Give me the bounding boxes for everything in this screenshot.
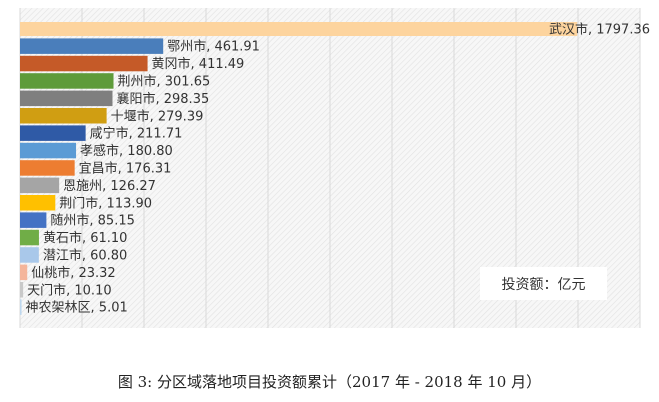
- data-label-9: 宜昌市, 176.31: [79, 160, 172, 176]
- bar-5: [20, 90, 113, 107]
- bar-13: [20, 229, 39, 246]
- bar-17: [20, 299, 22, 315]
- bar-7: [20, 125, 86, 141]
- data-label-16: 天门市, 10.10: [27, 282, 111, 298]
- data-label-4: 荆州市, 301.65: [118, 73, 211, 89]
- bar-3: [20, 55, 148, 72]
- data-label-14: 潜江市, 60.80: [43, 247, 127, 263]
- data-label-13: 黄石市, 61.10: [43, 230, 127, 246]
- data-label-3: 黄冈市, 411.49: [152, 56, 245, 72]
- bar-8: [20, 142, 77, 159]
- data-label-17: 神农架林区, 5.01: [26, 301, 128, 316]
- data-label-5: 襄阳市, 298.35: [116, 91, 209, 107]
- bar-9: [20, 160, 75, 176]
- data-label-11: 荆门市, 113.90: [59, 195, 152, 211]
- bar-6: [20, 108, 107, 124]
- data-label-15: 仙桃市, 23.32: [31, 265, 115, 281]
- bar-4: [20, 73, 114, 89]
- data-label-12: 随州市, 85.15: [50, 213, 134, 229]
- bar-11: [20, 195, 56, 211]
- bar-12: [20, 212, 47, 228]
- bar-10: [20, 177, 60, 194]
- data-label-8: 孝感市, 180.80: [80, 143, 173, 159]
- unit-note: 投资额：亿元: [480, 267, 607, 300]
- data-label-2: 鄂州市, 461.91: [167, 39, 260, 55]
- figure-caption: 图 3: 分区域落地项目投资额累计（2017 年 - 2018 年 10 月）: [117, 373, 542, 391]
- data-label-10: 恩施州, 126.27: [63, 179, 156, 194]
- bar-15: [20, 264, 28, 281]
- data-label-7: 咸宁市, 211.71: [90, 126, 183, 142]
- bar-1: [20, 22, 578, 36]
- data-label-6: 十堰市, 279.39: [111, 108, 204, 124]
- bar-14: [20, 247, 39, 263]
- data-label-1: 武汉市, 1797.36: [549, 22, 650, 38]
- bar-2: [20, 38, 164, 54]
- bar-16: [20, 282, 24, 298]
